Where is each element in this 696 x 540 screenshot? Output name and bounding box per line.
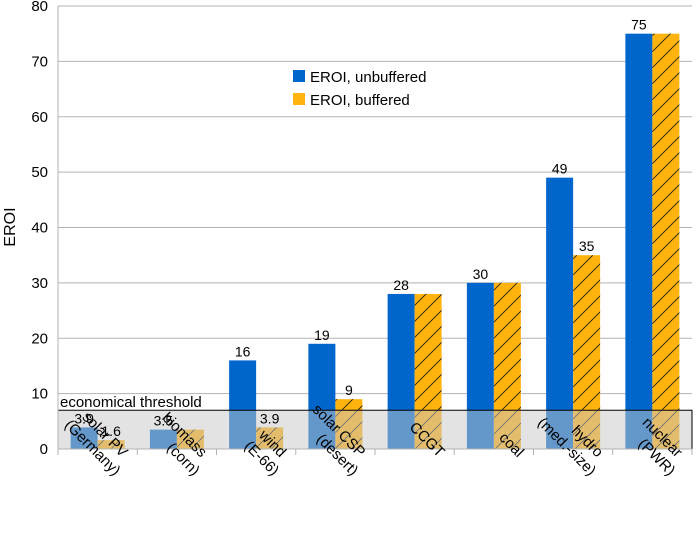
data-label: 3.5 — [154, 413, 174, 429]
y-tick-label: 20 — [31, 330, 48, 347]
data-label: 16 — [235, 343, 251, 359]
bar-unbuffered — [546, 177, 574, 449]
data-label: 28 — [393, 277, 409, 293]
legend: EROI, unbuffered EROI, buffered — [293, 69, 426, 109]
bar-unbuffered — [625, 33, 653, 449]
y-tick-label: 60 — [31, 109, 48, 126]
y-tick-label: 10 — [31, 386, 48, 403]
y-tick-label: 30 — [31, 275, 48, 292]
legend-swatch-unbuffered — [293, 70, 305, 82]
legend-label-unbuffered: EROI, unbuffered — [310, 69, 426, 86]
data-labels: 3.9 1.6 3.5 16 3.9 19 9 28 30 49 35 75 — [74, 17, 646, 439]
threshold-rect — [57, 409, 693, 450]
data-label: 49 — [552, 161, 568, 177]
bar-hatch — [652, 33, 680, 449]
y-tick-label: 0 — [40, 441, 48, 458]
y-tick-label: 80 — [31, 0, 48, 15]
y-tick-label: 50 — [31, 164, 48, 181]
y-tick-label: 40 — [31, 220, 48, 237]
data-label: 1.6 — [101, 423, 121, 439]
data-label: 75 — [631, 17, 647, 33]
y-tick-label: 70 — [31, 53, 48, 70]
data-label: 19 — [314, 327, 330, 343]
gridlines — [58, 5, 692, 450]
axes — [57, 6, 693, 455]
legend-label-buffered: EROI, buffered — [310, 92, 410, 109]
data-label: 30 — [473, 266, 489, 282]
data-label: 35 — [579, 238, 595, 254]
y-axis-label: EROI — [2, 207, 19, 246]
y-tick-labels: 0 10 20 30 40 50 60 70 80 — [31, 0, 48, 458]
data-label: 3.9 — [260, 410, 280, 426]
data-label: 3.9 — [74, 410, 94, 426]
legend-swatch-buffered — [293, 93, 305, 105]
data-label: 9 — [345, 382, 353, 398]
threshold-label: economical threshold — [60, 394, 202, 411]
threshold-band — [57, 409, 693, 450]
